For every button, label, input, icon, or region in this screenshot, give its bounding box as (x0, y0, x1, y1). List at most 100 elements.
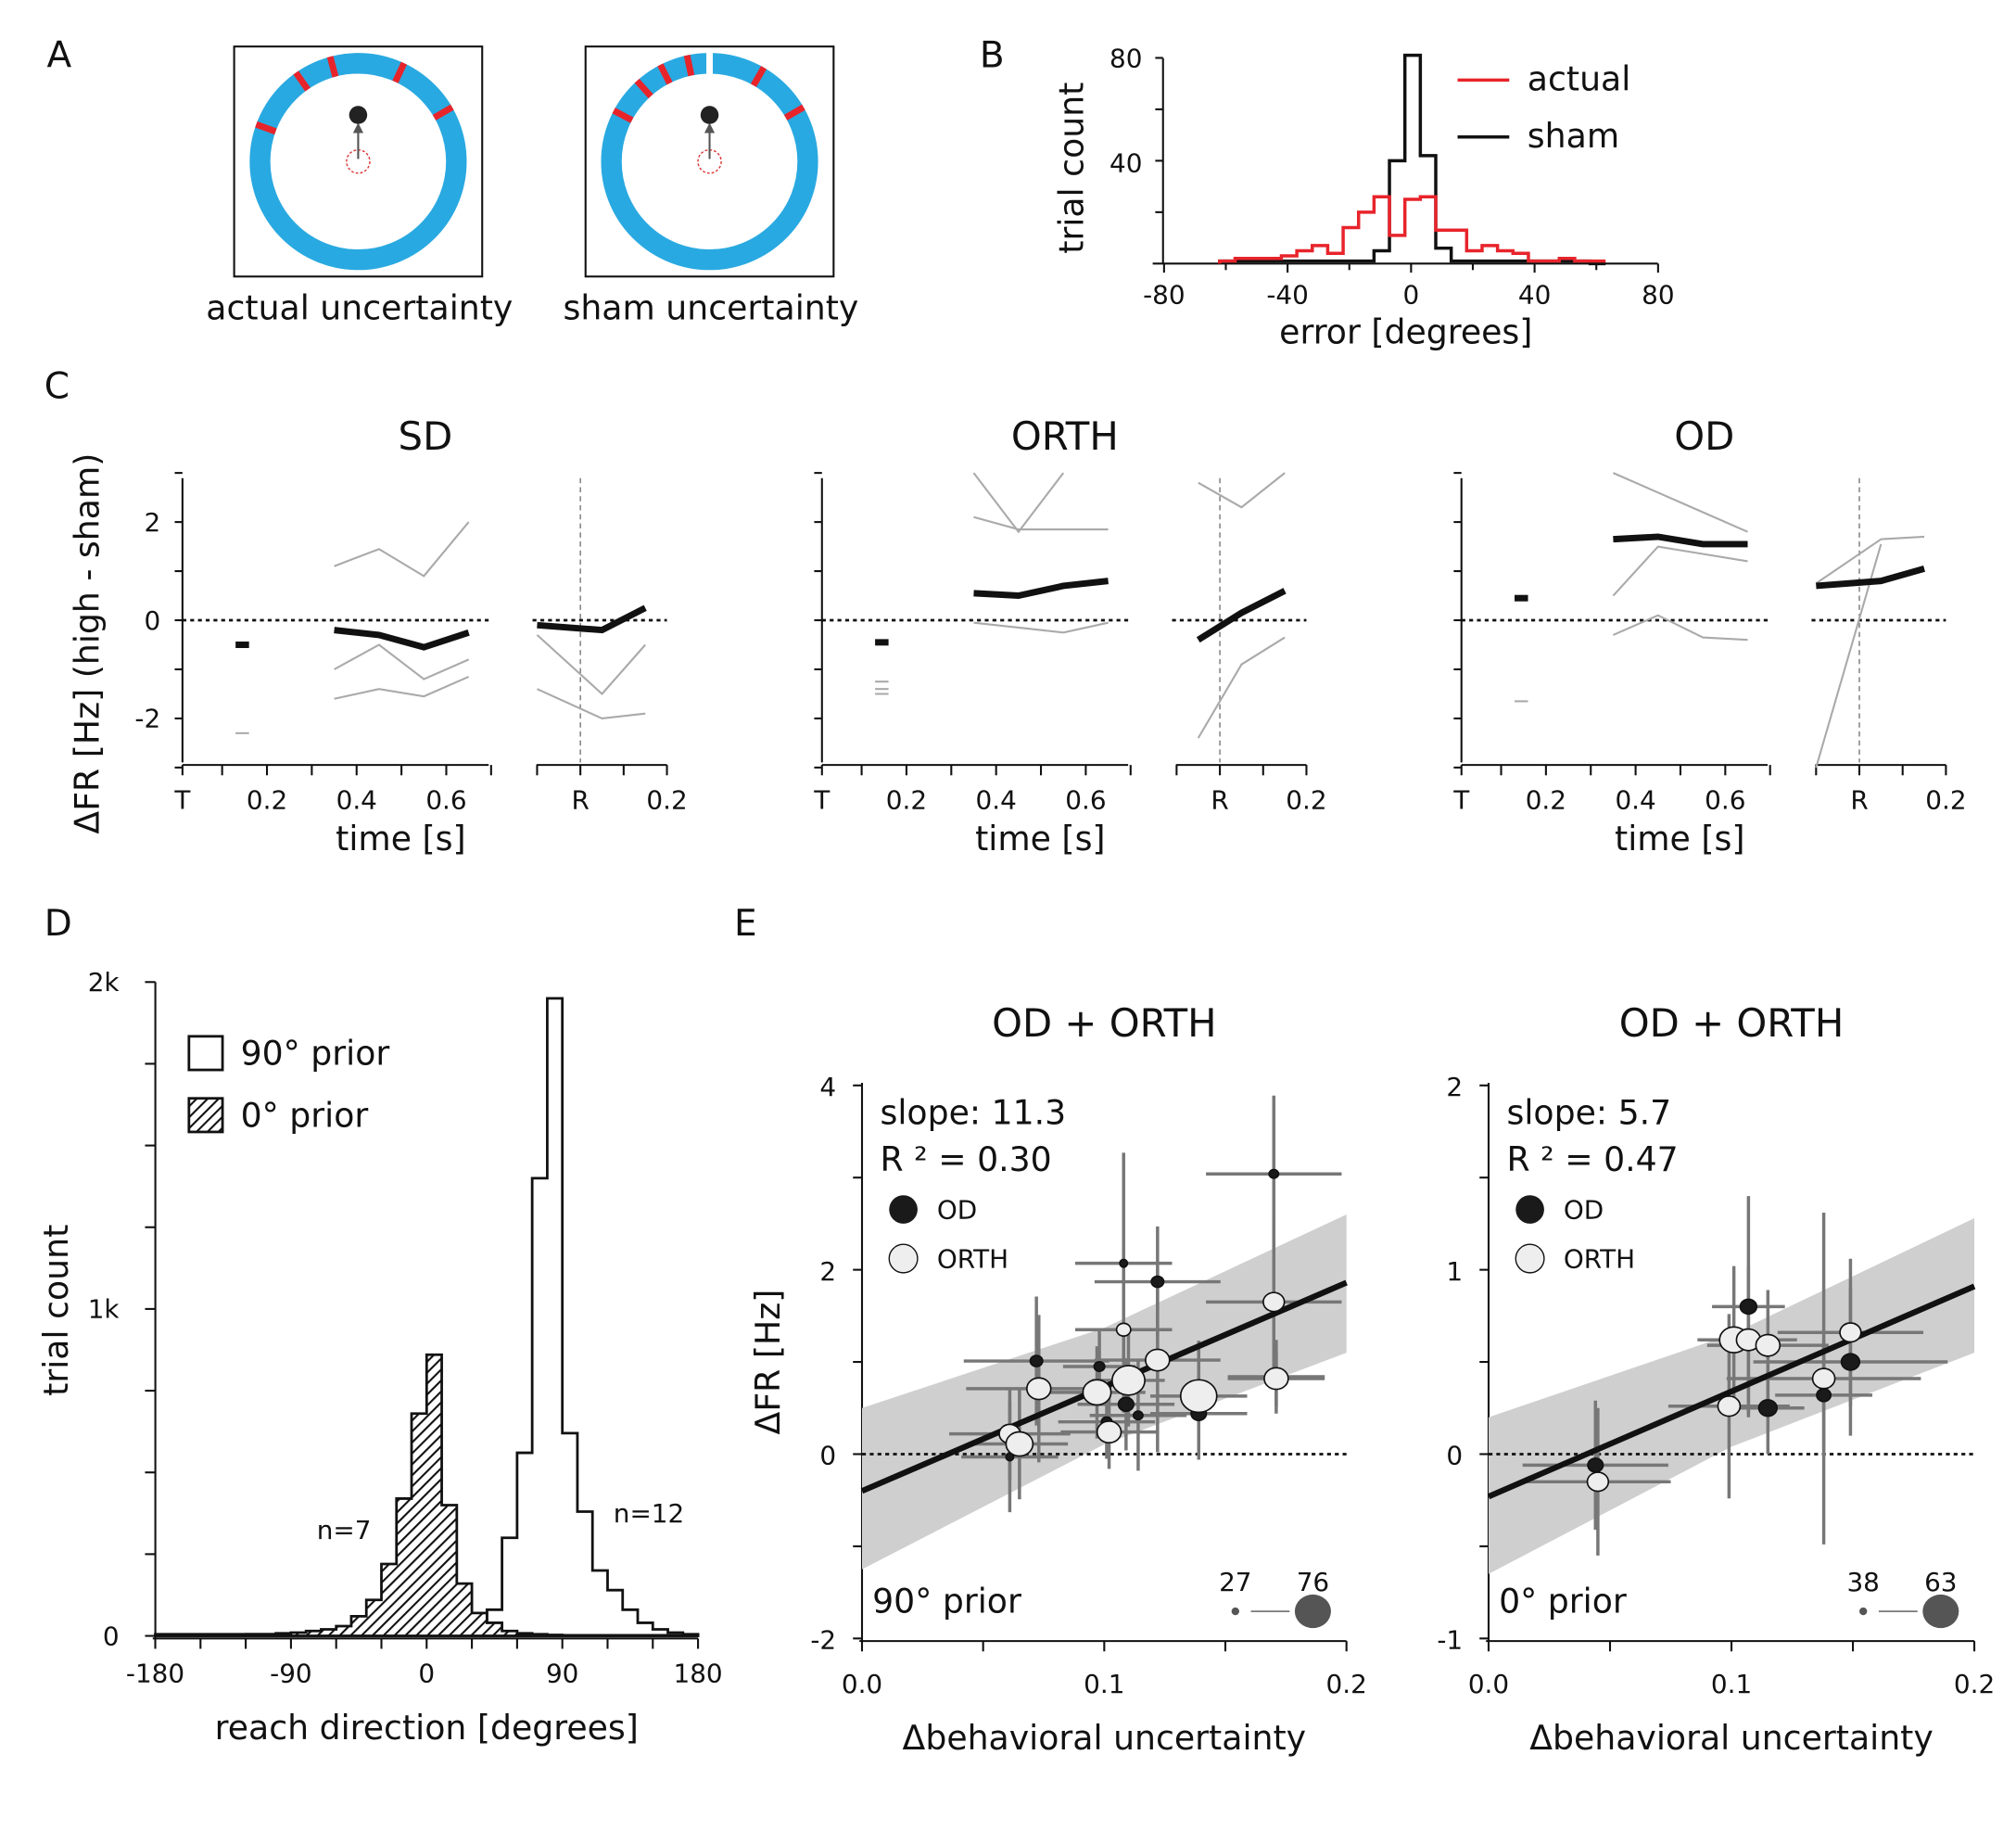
x-tick-label: 0.6 (1705, 785, 1745, 816)
data-point-od (1739, 1298, 1758, 1316)
mid-indiv (334, 675, 470, 700)
late-mean (1816, 566, 1925, 590)
legend-label: 0° prior (241, 1095, 369, 1135)
mid-mean (334, 627, 470, 651)
y-axis-label: trial count (36, 1225, 76, 1396)
data-point-orth (1005, 1430, 1034, 1457)
n-annotation: n=7 (317, 1515, 372, 1545)
legend-label: ORTH (1564, 1243, 1635, 1274)
subplot-title: SD (399, 413, 453, 459)
y-tick-label: 2k (88, 967, 120, 998)
size-legend-max: 63 (1924, 1567, 1957, 1597)
size-legend-small (1859, 1607, 1868, 1616)
x-tick-label: 0.0 (1468, 1669, 1509, 1699)
panel-label-e: E (734, 903, 757, 945)
legend-marker-od (1515, 1195, 1544, 1224)
x-tick-label: -40 (1266, 280, 1309, 311)
legend-marker-orth (888, 1243, 919, 1274)
uncertainty-ring (601, 53, 818, 271)
data-point-orth (1025, 1377, 1052, 1401)
legend-label: ORTH (937, 1243, 1008, 1274)
data-point-orth (1263, 1367, 1289, 1391)
arrow-head (704, 122, 716, 134)
subplot-title: ORTH (1011, 413, 1119, 459)
x-axis-label: error [degrees] (1279, 312, 1532, 352)
scatter-plot-0-prior: OD + ORTH -1 0 1 2 0.0 0.1 0.2 Δbehavioral uncer… (1437, 1000, 1995, 1758)
y-tick-label: 0 (144, 605, 160, 636)
y-tick-label: 0 (1446, 1441, 1463, 1471)
legend-label: OD (937, 1194, 977, 1225)
data-point-orth (1586, 1471, 1610, 1493)
x-axis-label: Δbehavioral uncertainty (903, 1718, 1307, 1758)
subplot-od: OD T 0.2 0.4 0.6 R 0.2 time [s] (1452, 413, 1966, 858)
y-tick-label: -2 (134, 704, 160, 734)
uncertainty-mark (432, 104, 454, 121)
mid-indiv (972, 472, 1065, 534)
slope-text: slope: 11.3 (881, 1093, 1067, 1133)
subplot-title: OD (1674, 413, 1734, 459)
x-axis-label: Δbehavioral uncertainty (1529, 1718, 1934, 1758)
x-tick-label: 0.2 (646, 785, 687, 816)
x-tick-label: 40 (1518, 280, 1551, 311)
ring-caption: actual uncertainty (206, 287, 513, 327)
x-tick-label: 0.2 (1954, 1669, 1995, 1699)
x-tick-label: 180 (673, 1659, 722, 1689)
late-mean (1196, 588, 1287, 643)
size-legend-small (1231, 1607, 1239, 1616)
scatter-plot-90-prior: OD + ORTH -2 0 2 4 0.0 0.1 0.2 Δbehavioral uncer… (748, 1000, 1367, 1758)
x-tick-label: T (173, 785, 191, 816)
legend-label: 90° prior (241, 1033, 390, 1073)
legend-marker-od (889, 1195, 918, 1224)
prior-label: 0° prior (1499, 1581, 1627, 1621)
x-axis-label: time [s] (1615, 819, 1744, 858)
data-point-orth (1082, 1379, 1112, 1406)
uncertainty-mark (750, 66, 767, 87)
frame (584, 45, 835, 278)
x-tick-label: 80 (1642, 280, 1674, 311)
subplot-sd: SD T 0.2 0.4 0.6 R 0.2 time [s] -2 0 2 ΔFR [Hz] (hi… (67, 413, 687, 858)
data-point-od (1587, 1457, 1604, 1473)
histogram-0-prior (154, 1353, 700, 1637)
y-tick-label: 80 (1109, 43, 1142, 73)
panel-label-c: C (44, 365, 70, 407)
mid-indiv (334, 521, 470, 578)
x-tick-label: R (1850, 785, 1868, 816)
ring-caption: sham uncertainty (563, 287, 858, 327)
y-tick-label: 4 (819, 1072, 836, 1102)
y-axis-label: ΔFR [Hz] (748, 1290, 788, 1435)
data-point-orth (1096, 1420, 1122, 1444)
data-point-od (1093, 1361, 1106, 1373)
uncertainty-mark (293, 70, 311, 92)
x-tick-label: R (571, 785, 589, 816)
data-point-od (1132, 1410, 1144, 1421)
x-tick-label: 0.4 (336, 785, 377, 816)
x-tick-label: 0.2 (1526, 785, 1566, 816)
x-tick-label: 0.2 (1326, 1669, 1367, 1699)
panel-label-b: B (980, 34, 1005, 76)
target-dot (349, 106, 368, 124)
y-tick-label: 2 (1446, 1072, 1463, 1102)
legend-swatch-open (187, 1035, 224, 1072)
y-axis-label: ΔFR [Hz] (high - sham) (67, 453, 107, 834)
mid-indiv (973, 515, 1109, 531)
panel-label-d: D (44, 903, 72, 945)
x-tick-label: 0.6 (1065, 785, 1106, 816)
data-point-orth (1110, 1365, 1146, 1396)
data-point-orth (1179, 1379, 1218, 1414)
mid-indiv (334, 643, 470, 680)
x-axis-label: time [s] (975, 819, 1105, 858)
panel-d: -180 -90 0 90 180 0 1k 2k reach direction [degre… (36, 967, 723, 1748)
y-axis-label: trial count (1051, 83, 1091, 254)
mid-indiv (1613, 472, 1748, 533)
data-point-orth (1115, 1322, 1132, 1337)
data-point-od (1150, 1275, 1165, 1289)
data-point-orth (1145, 1348, 1171, 1372)
x-tick-label: 0.2 (247, 785, 287, 816)
x-tick-label: 0.1 (1084, 1669, 1124, 1699)
mid-mean (1613, 533, 1748, 548)
subplot-orth: ORTH T 0.2 0.4 0.6 R 0.2 time [s] (813, 413, 1326, 858)
uncertainty-ring (249, 53, 467, 271)
data-point-od (1029, 1354, 1044, 1367)
panel-label-a: A (47, 34, 72, 76)
